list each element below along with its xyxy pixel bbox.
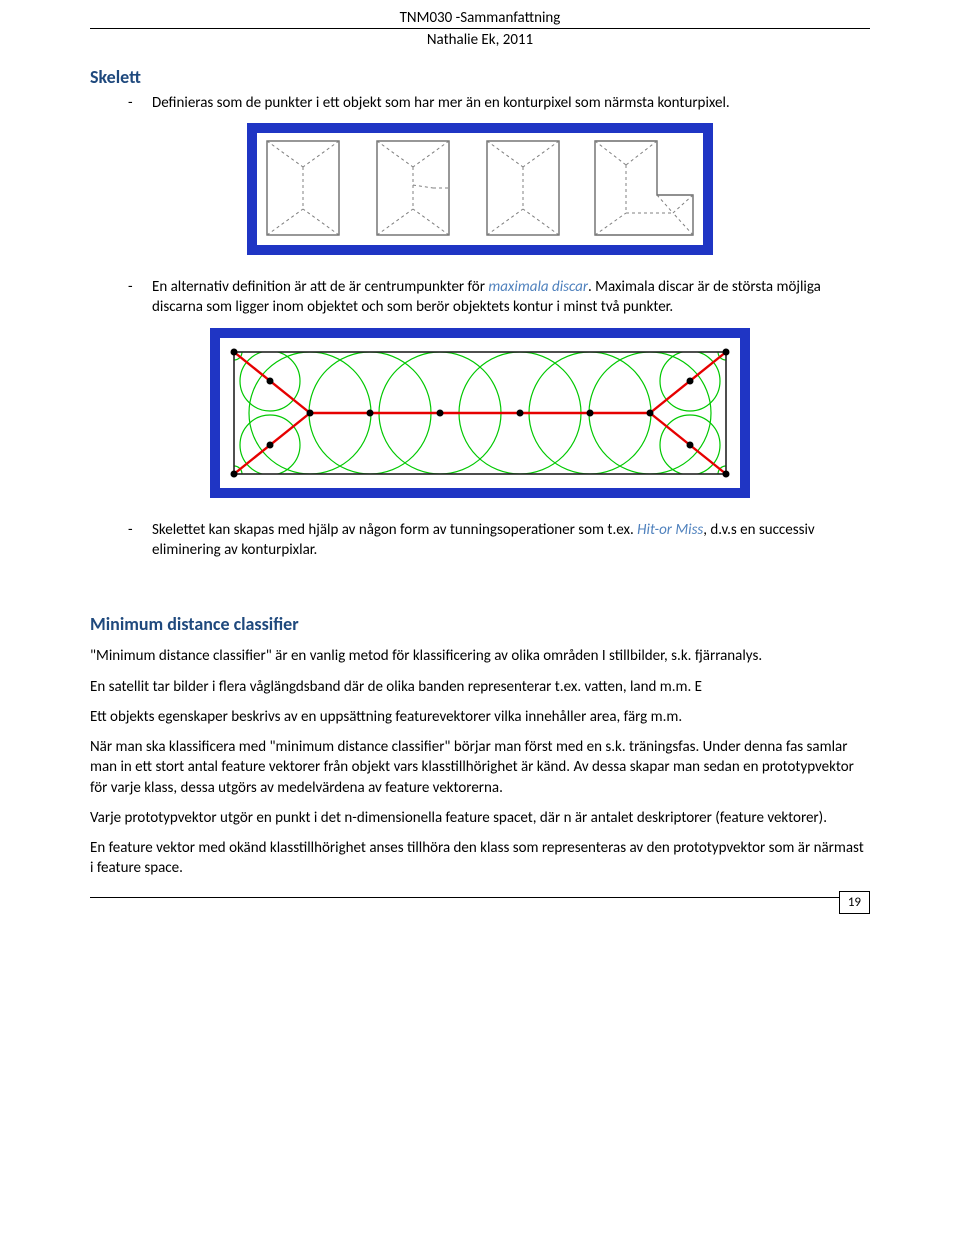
bullet-dash: - <box>128 93 152 113</box>
bullet-text: Skelettet kan skapas med hjälp av någon … <box>152 520 870 561</box>
bullet-item: - Skelettet kan skapas med hjälp av någo… <box>128 520 870 561</box>
paragraph: Varje prototypvektor utgör en punkt i de… <box>90 808 870 828</box>
paragraph: Ett objekts egenskaper beskrivs av en up… <box>90 707 870 727</box>
text-em: Hit-or Miss <box>637 521 703 539</box>
header-author: Nathalie Ek, 2011 <box>90 30 870 50</box>
text-em: maximala discar <box>488 278 588 296</box>
figure-svg-shapes <box>257 133 703 245</box>
figure-skelett-shapes <box>90 123 870 255</box>
header-course: TNM030 -Sammanfattning <box>90 8 870 28</box>
text-pre: En alternativ definition är att de är ce… <box>152 278 488 296</box>
paragraph: När man ska klassificera med "minimum di… <box>90 737 870 798</box>
header-rule <box>90 28 870 29</box>
bullet-dash: - <box>128 520 152 561</box>
paragraph: "Minimum distance classifier" är en vanl… <box>90 646 870 666</box>
bullet-text: En alternativ definition är att de är ce… <box>152 277 870 318</box>
document-page: TNM030 -Sammanfattning Nathalie Ek, 2011… <box>0 0 960 957</box>
footer-rule <box>90 897 870 898</box>
figure-frame <box>210 328 750 498</box>
paragraph: En feature vektor med okänd klasstillhör… <box>90 838 870 879</box>
figure-svg-discs <box>220 338 740 488</box>
bullet-dash: - <box>128 277 152 318</box>
figure-maximal-discs <box>90 328 870 498</box>
page-number: 19 <box>839 891 870 915</box>
bullet-text: Definieras som de punkter i ett objekt s… <box>152 93 870 113</box>
bullet-item: - Definieras som de punkter i ett objekt… <box>128 93 870 113</box>
section-title-skelett: Skelett <box>90 65 870 89</box>
figure-frame <box>247 123 713 255</box>
bullet-item: - En alternativ definition är att de är … <box>128 277 870 318</box>
section-title-mdc: Minimum distance classifier <box>90 612 870 636</box>
paragraph: En satellit tar bilder i flera våglängds… <box>90 677 870 697</box>
text-pre: Skelettet kan skapas med hjälp av någon … <box>152 521 637 539</box>
page-footer: 19 <box>90 897 870 927</box>
page-header: TNM030 -Sammanfattning Nathalie Ek, 2011 <box>90 0 870 51</box>
